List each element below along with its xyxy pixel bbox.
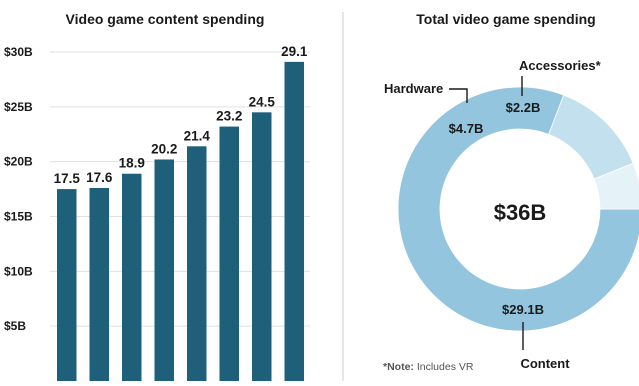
footnote-text: Includes VR (414, 361, 474, 373)
bar-chart-data-labels: 17.5 17.6 18.9 20.2 21.4 23.2 24.5 29.1 (54, 44, 308, 186)
bar (89, 187, 109, 381)
bar (219, 126, 239, 381)
bar-value-label: 21.4 (184, 128, 211, 143)
bar (284, 61, 304, 382)
y-tick-label: $15B (4, 210, 33, 224)
accessories-value-label: $2.2B (506, 100, 541, 115)
bar-chart-y-axis: $5B $10B $15B $20B $25B $30B (4, 45, 33, 333)
bar (252, 112, 272, 382)
donut-center-total: $36B (494, 200, 547, 225)
footnote: *Note: Includes VR (383, 361, 474, 373)
hardware-slice (548, 94, 634, 180)
bar (154, 159, 174, 381)
donut-chart (397, 86, 639, 332)
bar-value-label: 20.2 (151, 141, 177, 156)
y-tick-label: $25B (4, 100, 33, 114)
bar (122, 173, 142, 381)
bar-value-label: 24.5 (249, 94, 276, 109)
bar-value-label: 18.9 (119, 156, 145, 171)
bar-value-label: 17.6 (86, 170, 113, 185)
y-tick-label: $30B (4, 45, 33, 59)
content-slice (397, 86, 639, 332)
hardware-callout-line (449, 88, 468, 103)
bar-chart-bars (57, 61, 304, 382)
bar-chart-title: Video game content spending (66, 11, 265, 27)
y-tick-label: $5B (4, 319, 26, 333)
hardware-value-label: $4.7B (449, 121, 484, 136)
y-tick-label: $10B (4, 264, 33, 278)
bar-value-label: 17.5 (54, 171, 81, 186)
bar-value-label: 23.2 (216, 109, 242, 124)
content-value-label: $29.1B (502, 302, 544, 317)
footnote-prefix: *Note: (383, 361, 414, 373)
y-tick-label: $20B (4, 155, 33, 169)
bar-value-label: 29.1 (281, 44, 308, 59)
hardware-callout-label: Hardware (384, 81, 443, 96)
bar (187, 146, 207, 381)
accessories-slice (593, 162, 639, 210)
bar (57, 189, 77, 381)
content-callout-label: Content (520, 356, 570, 371)
donut-chart-title: Total video game spending (416, 11, 595, 27)
accessories-callout-label: Accessories* (519, 58, 602, 73)
